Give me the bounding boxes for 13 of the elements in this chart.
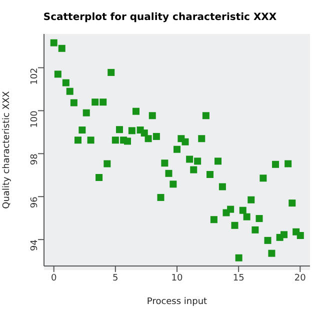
x-tick-label: 0: [50, 273, 57, 284]
y-tick-label: 102: [30, 68, 40, 85]
y-axis-title: Quality characteristic XXX: [2, 91, 12, 209]
x-tick-label: 5: [112, 273, 118, 284]
y-tick-label: 96: [30, 196, 40, 208]
y-tick-label: 94: [30, 239, 40, 252]
chart-title: Scatterplot for quality characteristic XXX: [42, 11, 278, 25]
x-tick-label: 15: [232, 273, 244, 284]
y-tick-label: 100: [30, 110, 40, 128]
y-tick-label: 98: [30, 153, 40, 166]
x-tick-label: 20: [294, 273, 306, 284]
x-axis-title: Process input: [146, 297, 208, 307]
x-tick-label: 10: [171, 273, 183, 284]
